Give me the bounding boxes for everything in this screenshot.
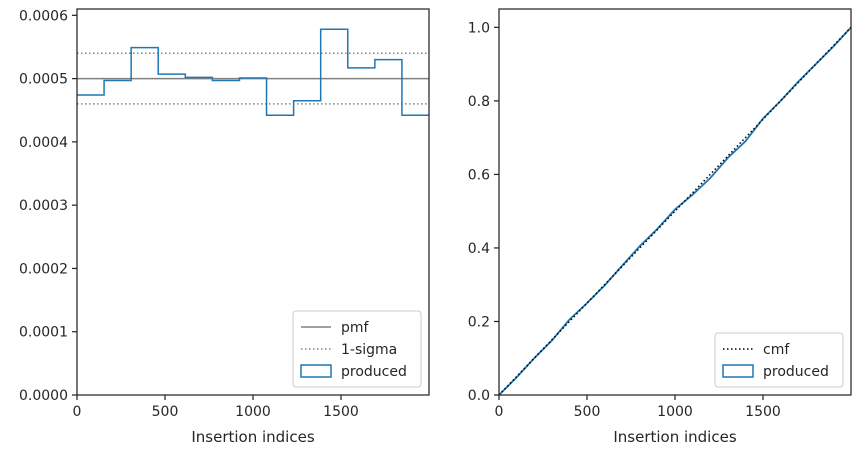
right-series (498, 26, 852, 396)
produced-step-series (77, 28, 429, 117)
right-y-tick-label: 0.6 (468, 167, 490, 183)
right-x-tick-label: 1000 (657, 404, 693, 420)
left-x-axis-label: Insertion indices (191, 428, 314, 446)
left-legend: pmf 1-sigma produced (292, 310, 422, 388)
left-x-tick-label: 1000 (235, 404, 271, 420)
right-legend-label: cmf (763, 342, 790, 358)
left-x-tick-label: 1500 (323, 404, 359, 420)
left-legend-label: pmf (341, 320, 370, 336)
left-y-tick-label: 0.0004 (19, 135, 68, 151)
right-legend-handle (722, 364, 754, 378)
left-y-tick-label: 0.0006 (19, 8, 68, 24)
left-x-tick-label: 0 (73, 404, 82, 420)
left-legend-handle (300, 364, 332, 378)
left-series (77, 28, 429, 117)
right-y-tick-label: 0.4 (468, 241, 490, 257)
left-legend-label: produced (341, 364, 407, 380)
left-y-tick-label: 0.0003 (19, 198, 68, 214)
cmf-line (498, 26, 852, 396)
right-legend: cmf produced (714, 332, 844, 388)
left-x-tick-label: 500 (152, 404, 179, 420)
right-y-tick-label: 1.0 (468, 20, 490, 36)
left-y-tick-label: 0.0000 (19, 388, 68, 404)
right-y-tick-label: 0.2 (468, 314, 490, 330)
right-chart: 0 500 1000 1500 0.0 0.2 0.4 0.6 0.8 1.0 Insertion… (468, 8, 852, 446)
right-x-tick-label: 0 (495, 404, 504, 420)
right-y-tick-label: 0.8 (468, 94, 490, 110)
right-x-tick-label: 500 (574, 404, 601, 420)
right-x-tick-label: 1500 (745, 404, 781, 420)
left-chart: 0 500 1000 1500 0.0000 0.0001 0.0002 0.0003 0.00… (19, 8, 430, 446)
right-legend-box (714, 332, 844, 388)
left-legend-label: 1-sigma (341, 342, 397, 358)
right-ticks: 0 500 1000 1500 0.0 0.2 0.4 0.6 0.8 1.0 (468, 20, 781, 420)
left-legend-box (292, 310, 422, 388)
left-y-tick-label: 0.0001 (19, 325, 68, 341)
right-legend-label: produced (763, 364, 829, 380)
left-y-tick-label: 0.0002 (19, 261, 68, 277)
left-y-tick-label: 0.0005 (19, 72, 68, 88)
left-ticks: 0 500 1000 1500 0.0000 0.0001 0.0002 0.0003 0.00… (19, 8, 359, 420)
right-x-axis-label: Insertion indices (613, 428, 736, 446)
right-y-tick-label: 0.0 (468, 388, 490, 404)
